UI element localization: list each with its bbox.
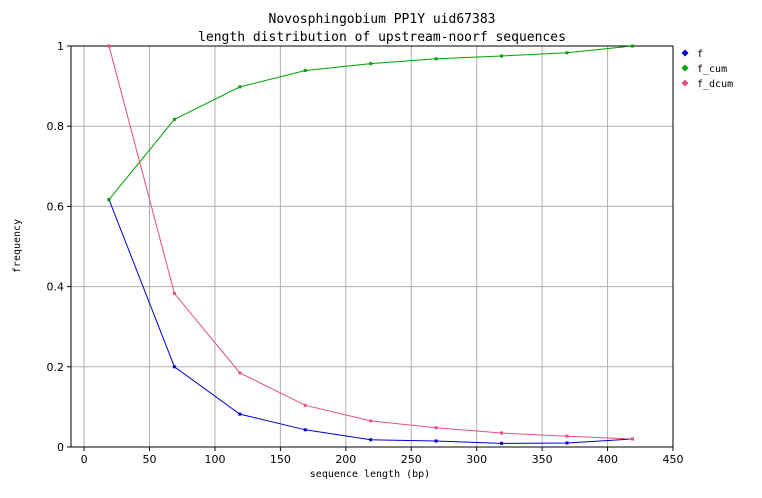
point-f: [500, 441, 504, 445]
y-axis-ticks: 0 0.2 0.4 0.6 0.8 1: [47, 40, 71, 454]
point-f: [172, 365, 176, 369]
point-f_cum: [303, 68, 307, 72]
x-tick-label: 150: [270, 453, 291, 466]
point-f: [303, 428, 307, 432]
point-f_cum: [630, 44, 634, 48]
series-layer: [107, 44, 634, 445]
point-f: [434, 439, 438, 443]
legend: f f_cum f_dcum: [681, 49, 733, 90]
legend-label-f: f: [697, 49, 703, 60]
legend-marker-f_dcum: [681, 79, 689, 87]
x-axis-label: sequence length (bp): [310, 469, 430, 480]
point-f_dcum: [565, 434, 569, 438]
point-f_cum: [500, 54, 504, 58]
legend-marker-f: [681, 49, 689, 57]
y-tick-label: 1: [57, 40, 64, 53]
series-line-f_dcum: [108, 45, 633, 440]
legend-label-f_dcum: f_dcum: [697, 79, 733, 90]
series-line-f: [108, 199, 633, 444]
point-f_dcum: [107, 44, 111, 48]
x-tick-label: 250: [401, 453, 422, 466]
point-f_cum: [107, 198, 111, 202]
x-tick-label: 100: [204, 453, 225, 466]
chart-title: Novosphingobium PP1Y uid67383: [269, 12, 496, 27]
x-tick-label: 0: [81, 453, 88, 466]
x-axis-ticks: 0 50 100 150 200 250 300 350 400 450: [81, 447, 684, 466]
x-tick-label: 200: [335, 453, 356, 466]
point-f_cum: [565, 51, 569, 55]
grid: [71, 45, 674, 448]
x-tick-label: 300: [466, 453, 487, 466]
point-f_dcum: [434, 426, 438, 430]
y-tick-label: 0: [57, 441, 64, 454]
x-tick-label: 50: [143, 453, 157, 466]
point-f_dcum: [500, 431, 504, 435]
legend-label-f_cum: f_cum: [697, 64, 727, 75]
point-f_cum: [369, 62, 373, 66]
point-f_dcum: [303, 403, 307, 407]
series-line-f_cum: [108, 45, 633, 200]
point-f_cum: [238, 85, 242, 89]
x-tick-label: 350: [532, 453, 553, 466]
point-f_cum: [172, 117, 176, 121]
y-tick-label: 0.4: [47, 281, 65, 294]
point-f: [369, 438, 373, 442]
y-axis-label: frequency: [12, 219, 23, 273]
point-f_dcum: [172, 291, 176, 295]
point-f: [238, 412, 242, 416]
point-f: [565, 441, 569, 445]
x-tick-label: 450: [663, 453, 684, 466]
y-tick-label: 0.6: [47, 200, 65, 213]
point-f_dcum: [630, 437, 634, 441]
y-tick-label: 0.8: [47, 120, 65, 133]
legend-marker-f_cum: [681, 64, 689, 72]
x-tick-label: 400: [597, 453, 618, 466]
plot-area: [70, 45, 674, 448]
y-tick-label: 0.2: [47, 361, 65, 374]
point-f_cum: [434, 57, 438, 61]
point-f_dcum: [238, 371, 242, 375]
chart-subtitle: length distribution of upstream-noorf se…: [198, 30, 566, 45]
point-f_dcum: [369, 419, 373, 423]
